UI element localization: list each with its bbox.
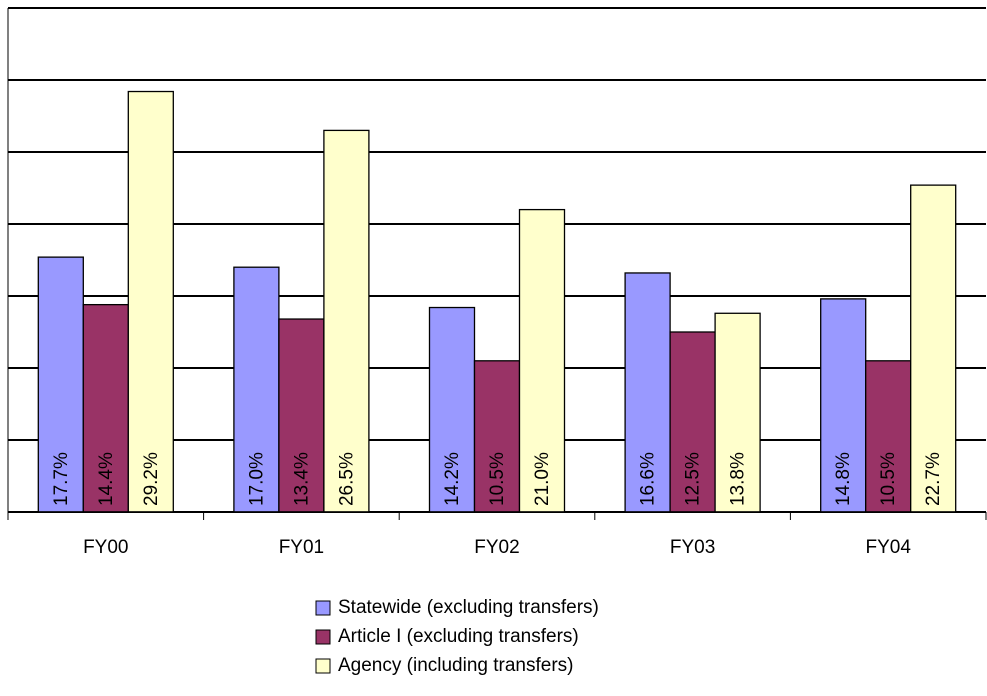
data-label: 29.2%	[141, 452, 162, 506]
data-label: 21.0%	[532, 452, 553, 506]
bar	[82, 303, 129, 513]
bar	[323, 129, 370, 513]
bar	[669, 331, 716, 513]
data-label: 26.5%	[336, 452, 357, 506]
data-label: 14.2%	[442, 452, 463, 506]
bar	[233, 266, 280, 513]
data-label: 13.4%	[291, 452, 312, 506]
data-label: 10.5%	[487, 452, 508, 506]
legend-swatch	[315, 658, 331, 674]
legend-swatch	[315, 600, 331, 616]
legend-swatch	[315, 629, 331, 645]
x-tick-label: FY00	[83, 537, 128, 558]
data-label: 12.5%	[683, 452, 704, 506]
legend-label: Agency (including transfers)	[338, 655, 574, 676]
x-tick-label: FY02	[474, 537, 519, 558]
bar	[865, 360, 912, 513]
bar	[428, 306, 476, 513]
bar	[820, 298, 867, 513]
legend-label: Statewide (excluding transfers)	[338, 597, 599, 618]
data-label: 17.0%	[246, 452, 267, 506]
bar	[518, 208, 566, 513]
legend-label: Article I (excluding transfers)	[338, 626, 579, 647]
data-label: 22.7%	[923, 452, 944, 506]
data-label: 16.6%	[638, 452, 659, 506]
data-label: 10.5%	[878, 452, 899, 506]
data-label: 14.8%	[833, 452, 854, 506]
x-tick-label: FY03	[670, 537, 715, 558]
data-label: 13.8%	[728, 452, 749, 506]
bar	[278, 318, 325, 513]
bar	[714, 312, 761, 513]
data-label: 14.4%	[96, 452, 117, 506]
data-label: 17.7%	[51, 452, 72, 506]
bar	[127, 90, 174, 513]
bar	[910, 184, 957, 513]
x-tick-label: FY01	[279, 537, 324, 558]
x-tick-label: FY04	[865, 537, 911, 558]
